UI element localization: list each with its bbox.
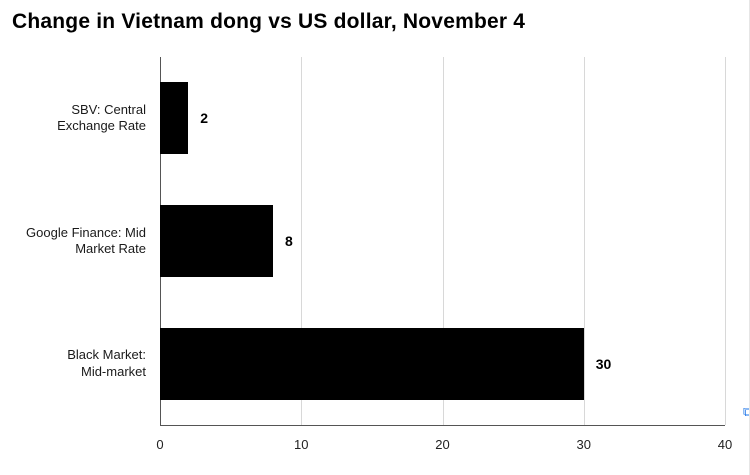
- bar: [160, 82, 189, 155]
- gridline: [301, 57, 303, 425]
- category-label-line: SBV: Central: [71, 102, 146, 118]
- x-axis-tick-labels: 0 10 20 30 40: [156, 437, 732, 457]
- category-label-line: Mid-market: [80, 363, 146, 379]
- category-axis-labels: SBV: Central Exchange Rate Google Finance:…: [0, 57, 152, 425]
- category-label-line: Exchange Rate: [57, 118, 146, 134]
- category-label: SBV: Central Exchange Rate: [0, 57, 152, 180]
- gridline: [725, 57, 726, 425]
- bar: [160, 205, 273, 277]
- x-tick-label: 40: [717, 437, 733, 452]
- x-tick-label: 20: [435, 437, 450, 452]
- gridline: [583, 57, 585, 425]
- clipped-link-artifact: ⧉: [743, 404, 749, 419]
- category-label: Google Finance: Mid Market Rate: [0, 180, 152, 303]
- category-label: Black Market: Mid-market: [0, 302, 152, 425]
- bar-row: 30: [160, 302, 725, 425]
- bar-value-label: 30: [595, 355, 612, 372]
- chart-rows: 2 8 30: [160, 57, 725, 425]
- x-tick-label: 30: [576, 437, 591, 452]
- category-label-line: Market Rate: [75, 241, 146, 256]
- x-tick-label: 0: [156, 437, 164, 452]
- bar: [160, 327, 584, 400]
- chart-title: Change in Vietnam dong vs US dollar, Nov…: [12, 10, 526, 33]
- bar-value-label: 8: [285, 233, 293, 249]
- bar-row: 2: [160, 57, 725, 180]
- bar-row: 8: [160, 180, 725, 303]
- category-label-line: Black Market:: [67, 347, 146, 363]
- bar-value-label: 2: [200, 110, 209, 127]
- x-tick-label: 10: [294, 437, 309, 452]
- category-label-line: Google Finance: Mid: [26, 224, 146, 240]
- gridline: [442, 57, 444, 425]
